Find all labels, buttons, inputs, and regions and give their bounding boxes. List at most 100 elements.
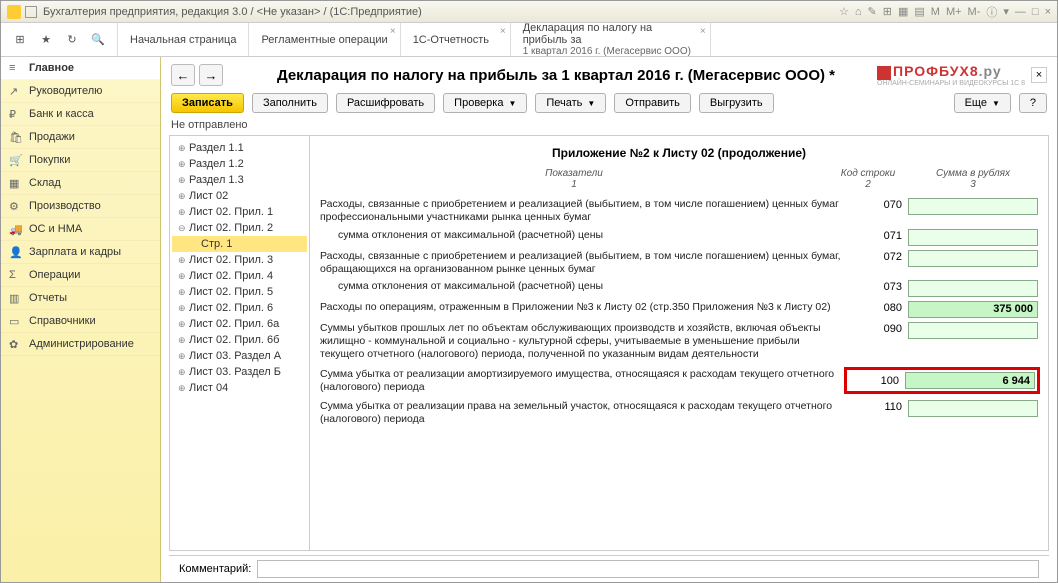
window-control-icon[interactable]: × (1045, 6, 1051, 18)
nav-item[interactable]: ▦Склад (1, 172, 160, 195)
tree-item[interactable]: ⊕Лист 03. Раздел Б (172, 364, 307, 380)
tree-item[interactable]: ⊕Раздел 1.2 (172, 156, 307, 172)
send-button[interactable]: Отправить (614, 93, 691, 113)
window-control-icon[interactable]: M (931, 6, 940, 18)
tree-item[interactable]: ⊕Раздел 1.3 (172, 172, 307, 188)
window-control-icon[interactable]: ☆ (839, 5, 849, 18)
main-tab[interactable]: Регламентные операции× (249, 23, 400, 56)
window-control-icon[interactable]: ▦ (898, 5, 908, 18)
tree-expand-icon[interactable]: ⊕ (178, 383, 186, 394)
star-icon[interactable]: ★ (37, 31, 55, 49)
nav-icon: ↗ (9, 85, 23, 97)
tree-item[interactable]: ⊕Лист 02. Прил. 6 (172, 300, 307, 316)
tree-expand-icon[interactable]: ⊕ (178, 367, 186, 378)
nav-item[interactable]: 👤Зарплата и кадры (1, 241, 160, 264)
decode-button[interactable]: Расшифровать (336, 93, 435, 113)
main-tab[interactable]: Начальная страница (118, 23, 249, 56)
document-tabs: Начальная страницаРегламентные операции×… (118, 23, 1057, 56)
fill-button[interactable]: Заполнить (252, 93, 328, 113)
tree-item[interactable]: ⊕Лист 02. Прил. 3 (172, 252, 307, 268)
tree-expand-icon[interactable]: ⊖ (178, 223, 186, 234)
check-button[interactable]: Проверка▼ (443, 93, 527, 113)
value-input[interactable] (908, 229, 1038, 246)
comment-input[interactable] (257, 560, 1039, 578)
nav-item[interactable]: ↗Руководителю (1, 80, 160, 103)
more-button[interactable]: Еще▼ (954, 93, 1011, 113)
window-control-icon[interactable]: M- (968, 6, 981, 18)
tree-expand-icon[interactable]: ⊕ (178, 271, 186, 282)
export-button[interactable]: Выгрузить (699, 93, 774, 113)
window-control-icon[interactable]: M+ (946, 6, 962, 18)
nav-item[interactable]: ▭Справочники (1, 310, 160, 333)
tree-item[interactable]: ⊕Лист 03. Раздел А (172, 348, 307, 364)
nav-label: Банк и касса (29, 108, 94, 120)
nav-label: ОС и НМА (29, 223, 82, 235)
main-tab[interactable]: 1С-Отчетность× (401, 23, 511, 56)
tree-item[interactable]: ⊕Лист 02. Прил. 6а (172, 316, 307, 332)
value-input[interactable] (905, 372, 1035, 389)
value-input[interactable] (908, 250, 1038, 267)
form-row: Расходы, связанные с приобретением и реа… (320, 196, 1038, 226)
close-icon[interactable]: × (1031, 67, 1047, 83)
tree-expand-icon[interactable]: ⊕ (178, 335, 186, 346)
nav-item[interactable]: ✿Администрирование (1, 333, 160, 356)
nav-item[interactable]: 🛒Покупки (1, 149, 160, 172)
main-tab[interactable]: Декларация по налогу на прибыль за1 квар… (511, 23, 711, 56)
tree-item[interactable]: ⊕Лист 02. Прил. 5 (172, 284, 307, 300)
tree-expand-icon[interactable]: ⊕ (178, 303, 186, 314)
tree-item[interactable]: ⊕Лист 02. Прил. 6б (172, 332, 307, 348)
history-icon[interactable]: ↻ (63, 31, 81, 49)
tree-item[interactable]: ⊕Лист 04 (172, 380, 307, 396)
form-row: Расходы по операциям, отраженным в Прило… (320, 299, 1038, 320)
row-code: 071 (852, 229, 902, 242)
window-control-icon[interactable]: — (1015, 6, 1026, 18)
nav-fwd-button[interactable]: → (199, 64, 223, 86)
tree-item[interactable]: ⊕Раздел 1.1 (172, 140, 307, 156)
nav-item[interactable]: ≡Главное (1, 57, 160, 80)
row-code: 110 (852, 400, 902, 413)
tree-expand-icon[interactable]: ⊕ (178, 207, 186, 218)
help-button[interactable]: ? (1019, 93, 1047, 113)
window-control-icon[interactable]: □ (1032, 6, 1039, 18)
tree-item[interactable]: ⊕Лист 02 (172, 188, 307, 204)
tree-item[interactable]: ⊕Лист 02. Прил. 4 (172, 268, 307, 284)
apps-icon[interactable]: ⊞ (11, 31, 29, 49)
value-input[interactable] (908, 280, 1038, 297)
nav-item[interactable]: ⚙Производство (1, 195, 160, 218)
tree-expand-icon[interactable]: ⊕ (178, 159, 186, 170)
value-input[interactable] (908, 322, 1038, 339)
nav-item[interactable]: ▥Отчеты (1, 287, 160, 310)
window-control-icon[interactable]: ✎ (868, 5, 877, 18)
nav-icon: ▥ (9, 292, 23, 304)
tree-expand-icon[interactable]: ⊕ (178, 319, 186, 330)
window-control-icon[interactable]: ▾ (1003, 5, 1009, 18)
nav-item[interactable]: ΣОперации (1, 264, 160, 287)
nav-item[interactable]: ₽Банк и касса (1, 103, 160, 126)
tree-item[interactable]: Стр. 1 (172, 236, 307, 252)
tree-item[interactable]: ⊕Лист 02. Прил. 1 (172, 204, 307, 220)
nav-item[interactable]: 🛍Продажи (1, 126, 160, 149)
tree-expand-icon[interactable]: ⊕ (178, 175, 186, 186)
tree-expand-icon[interactable]: ⊕ (178, 351, 186, 362)
tab-close-icon[interactable]: × (500, 26, 506, 37)
tree-label: Лист 02. Прил. 6 (189, 302, 273, 314)
print-button[interactable]: Печать▼ (535, 93, 606, 113)
nav-item[interactable]: 🚚ОС и НМА (1, 218, 160, 241)
search-icon[interactable]: 🔍 (89, 31, 107, 49)
tab-close-icon[interactable]: × (390, 26, 396, 37)
tab-close-icon[interactable]: × (700, 26, 706, 37)
window-control-icon[interactable]: ⓘ (986, 4, 997, 20)
tree-item[interactable]: ⊖Лист 02. Прил. 2 (172, 220, 307, 236)
tree-expand-icon[interactable]: ⊕ (178, 191, 186, 202)
window-control-icon[interactable]: ▤ (914, 5, 924, 18)
value-input[interactable] (908, 400, 1038, 417)
value-input[interactable] (908, 301, 1038, 318)
nav-back-button[interactable]: ← (171, 64, 195, 86)
tree-expand-icon[interactable]: ⊕ (178, 143, 186, 154)
window-control-icon[interactable]: ⊞ (883, 5, 892, 18)
write-button[interactable]: Записать (171, 93, 244, 113)
tree-expand-icon[interactable]: ⊕ (178, 287, 186, 298)
tree-expand-icon[interactable]: ⊕ (178, 255, 186, 266)
value-input[interactable] (908, 198, 1038, 215)
window-control-icon[interactable]: ⌂ (855, 6, 862, 18)
